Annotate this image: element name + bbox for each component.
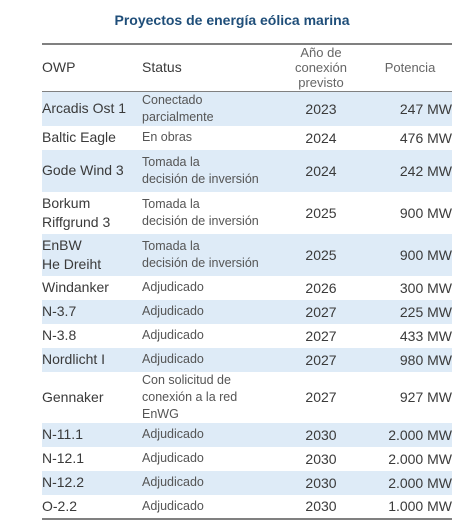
cell-status: Con solicitud de conexión a la red EnWG xyxy=(142,372,238,421)
cell-owp: Gennaker xyxy=(42,388,104,405)
header-year: Año de conexión previsto xyxy=(274,43,368,92)
cell-power: 300 MW xyxy=(399,279,452,296)
cell-power: 225 MW xyxy=(368,299,452,324)
cell-year: 2026 xyxy=(305,279,337,296)
cell-owp: Gode Wind 3 xyxy=(42,149,142,192)
cell-power: 2.000 MW xyxy=(368,470,452,495)
cell-owp: N-3.8 xyxy=(42,327,77,343)
cell-status: En obras xyxy=(142,130,193,144)
cell-year: 2024 xyxy=(274,149,368,192)
cell-power: 476 MW xyxy=(399,129,452,146)
cell-power: 980 MW xyxy=(368,347,452,372)
header-status: Status xyxy=(142,43,274,92)
cell-status: Tomada la decisión de inversión xyxy=(142,149,274,192)
table-row: N-3.7 Adjudicado 2027 225 MW xyxy=(42,299,452,324)
table-row: N-12.2 Adjudicado 2030 2.000 MW xyxy=(42,470,452,495)
offshore-wind-projects-table: OWP Status Año de conexión previsto Pote… xyxy=(42,43,452,520)
cell-power: 900 MW xyxy=(399,204,452,221)
cell-owp: EnBW He Dreiht xyxy=(42,233,142,276)
cell-year: 2030 xyxy=(274,470,368,495)
cell-year: 2030 xyxy=(274,494,368,520)
cell-status: Adjudicado xyxy=(142,299,274,324)
table-row: Gennaker Con solicitud de conexión a la … xyxy=(42,372,452,423)
cell-year: 2027 xyxy=(305,327,337,344)
cell-owp: O-2.2 xyxy=(42,494,142,520)
cell-power: 247 MW xyxy=(368,91,452,126)
cell-owp: N-12.2 xyxy=(42,470,142,495)
cell-owp: Arcadis Ost 1 xyxy=(42,91,142,126)
cell-status: Tomada la decisión de inversión xyxy=(142,196,259,228)
cell-status: Adjudicado xyxy=(142,280,204,294)
table-row: N-12.1 Adjudicado 2030 2.000 MW xyxy=(42,447,452,471)
cell-year: 2025 xyxy=(305,204,337,221)
cell-status: Adjudicado xyxy=(142,470,274,495)
cell-power: 900 MW xyxy=(368,233,452,276)
cell-year: 2027 xyxy=(305,389,337,405)
table-row: N-11.1 Adjudicado 2030 2.000 MW xyxy=(42,422,452,447)
cell-status: Adjudicado xyxy=(142,451,204,465)
cell-year: 2027 xyxy=(274,347,368,372)
cell-year: 2027 xyxy=(274,299,368,324)
header-owp: OWP xyxy=(42,43,142,92)
table-header-row: OWP Status Año de conexión previsto Pote… xyxy=(42,43,452,92)
cell-year: 2024 xyxy=(305,129,337,146)
table-row: O-2.2 Adjudicado 2030 1.000 MW xyxy=(42,494,452,520)
cell-year: 2030 xyxy=(274,422,368,447)
cell-year: 2030 xyxy=(305,450,337,467)
table-row: Arcadis Ost 1 Conectado parcialmente 202… xyxy=(42,91,452,126)
table-row: Gode Wind 3 Tomada la decisión de invers… xyxy=(42,149,452,192)
cell-year: 2025 xyxy=(274,233,368,276)
cell-power: 2.000 MW xyxy=(368,422,452,447)
table-row: N-3.8 Adjudicado 2027 433 MW xyxy=(42,324,452,348)
table-row: Windanker Adjudicado 2026 300 MW xyxy=(42,276,452,300)
table-row: Borkum Riffgrund 3 Tomada la decisión de… xyxy=(42,192,452,234)
cell-status: Adjudicado xyxy=(142,328,204,342)
cell-power: 1.000 MW xyxy=(368,494,452,520)
cell-status: Adjudicado xyxy=(142,347,274,372)
cell-owp: Baltic Eagle xyxy=(42,129,116,145)
cell-status: Conectado parcialmente xyxy=(142,91,274,126)
cell-status: Adjudicado xyxy=(142,494,274,520)
table-title: Proyectos de energía eólica marina xyxy=(114,12,350,28)
cell-owp: Nordlicht I xyxy=(42,347,142,372)
cell-owp: Windanker xyxy=(42,279,109,295)
cell-power: 927 MW xyxy=(399,389,452,405)
cell-owp: N-3.7 xyxy=(42,299,142,324)
table-row: Baltic Eagle En obras 2024 476 MW xyxy=(42,126,452,150)
cell-owp: N-12.1 xyxy=(42,450,85,466)
cell-year: 2023 xyxy=(274,91,368,126)
cell-power: 433 MW xyxy=(399,327,452,344)
table-row: EnBW He Dreiht Tomada la decisión de inv… xyxy=(42,233,452,276)
table-row: Nordlicht I Adjudicado 2027 980 MW xyxy=(42,347,452,372)
cell-power: 2.000 MW xyxy=(388,450,452,467)
header-power: Potencia xyxy=(368,43,452,92)
cell-status: Adjudicado xyxy=(142,422,274,447)
cell-owp: Borkum Riffgrund 3 xyxy=(42,194,111,230)
cell-status: Tomada la decisión de inversión xyxy=(142,233,274,276)
cell-power: 242 MW xyxy=(368,149,452,192)
cell-owp: N-11.1 xyxy=(42,422,142,447)
